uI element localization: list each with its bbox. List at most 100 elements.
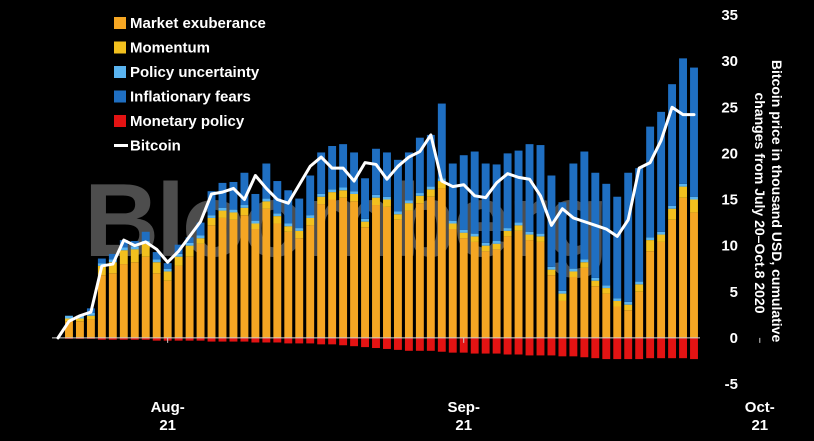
bar-segment-market-exuberance	[690, 212, 698, 338]
bar-segment-monetary-policy	[229, 337, 238, 342]
bitcoin-point	[177, 250, 180, 252]
bar-segment-monetary-policy	[130, 337, 139, 340]
bitcoin-point	[649, 161, 651, 164]
bar-segment-inflationary-fears	[448, 163, 457, 221]
bar-segment-market-exuberance	[328, 199, 337, 338]
bitcoin-point	[484, 196, 487, 199]
bar-segment-momentum	[372, 197, 380, 206]
bar-segment-inflationary-fears	[404, 152, 413, 201]
bar-segment-momentum	[679, 186, 687, 198]
y-tick-label: 20	[721, 145, 738, 162]
bar-segment-policy-uncertainty	[393, 211, 402, 215]
bar-segment-momentum	[317, 196, 326, 205]
bar-segment-inflationary-fears	[558, 202, 567, 291]
bar-segment-policy-uncertainty	[657, 231, 666, 235]
bar-segment-monetary-policy	[415, 337, 424, 351]
bitcoin-point	[627, 218, 630, 221]
bar-segment-monetary-policy	[185, 337, 194, 341]
x-tick-label-year: 21	[159, 417, 176, 434]
bar-segment-monetary-policy	[481, 337, 490, 354]
bar-segment-momentum	[174, 256, 183, 266]
bar-segment-inflationary-fears	[240, 172, 249, 206]
legend-swatch-policy-uncertainty	[114, 66, 126, 78]
bar-segment-momentum	[415, 195, 424, 204]
bar-segment-inflationary-fears	[284, 190, 293, 224]
bar-segment-inflationary-fears	[196, 222, 205, 236]
bar-segment-market-exuberance	[426, 196, 435, 338]
bitcoin-point	[243, 198, 246, 201]
bitcoin-point	[495, 182, 498, 184]
bitcoin-point	[57, 337, 59, 339]
bitcoin-point	[331, 167, 333, 169]
bar-segment-momentum	[448, 223, 457, 230]
bar-segment-market-exuberance	[361, 227, 369, 338]
bar-segment-inflationary-fears	[130, 241, 139, 247]
bar-segment-momentum	[350, 193, 359, 202]
y-tick-label: 35	[721, 7, 738, 24]
bar-segment-inflationary-fears	[602, 183, 611, 286]
bar-segment-momentum	[163, 271, 172, 281]
bar-segment-market-exuberance	[569, 276, 578, 338]
bar-segment-monetary-policy	[339, 337, 348, 346]
bar-segment-market-exuberance	[185, 256, 194, 338]
bar-segment-market-exuberance	[97, 275, 106, 338]
bar-segment-momentum	[152, 262, 161, 274]
bar-segment-policy-uncertainty	[152, 259, 161, 263]
x-tick-label-year: 21	[751, 417, 768, 434]
bar-segment-market-exuberance	[646, 251, 655, 338]
bar-segment-monetary-policy	[624, 337, 633, 360]
bar-segment-inflationary-fears	[437, 103, 446, 179]
bar-segment-inflationary-fears	[229, 181, 238, 210]
bar-segment-policy-uncertainty	[163, 268, 172, 272]
bar-segment-policy-uncertainty	[185, 242, 194, 246]
bar-segment-policy-uncertainty	[251, 220, 260, 224]
bar-segment-policy-uncertainty	[558, 290, 567, 294]
bar-segment-monetary-policy	[361, 337, 369, 348]
bar-segment-inflationary-fears	[141, 231, 150, 242]
bar-segment-policy-uncertainty	[635, 281, 644, 285]
bar-segment-momentum	[547, 269, 556, 276]
bar-segment-momentum	[404, 203, 413, 211]
bar-segment-inflationary-fears	[426, 134, 435, 187]
bar-segment-market-exuberance	[152, 273, 161, 338]
legend-label: Monetary policy	[130, 113, 245, 130]
bar-segment-market-exuberance	[481, 251, 490, 338]
bitcoin-point	[451, 185, 454, 188]
bar-segment-inflationary-fears	[415, 137, 424, 194]
bar-segment-policy-uncertainty	[426, 186, 435, 190]
bar-segment-policy-uncertainty	[503, 228, 512, 231]
bitcoin-point	[353, 180, 355, 182]
bar-segment-momentum	[218, 210, 227, 218]
bitcoin-point	[320, 156, 322, 158]
bar-segment-inflationary-fears	[580, 151, 589, 260]
bar-segment-inflationary-fears	[273, 181, 282, 214]
legend-swatch-momentum	[114, 41, 126, 54]
bitcoin-point	[539, 195, 542, 197]
bar-segment-policy-uncertainty	[613, 298, 622, 301]
bar-segment-policy-uncertainty	[547, 266, 556, 270]
bar-segment-momentum	[240, 207, 249, 216]
bar-segment-monetary-policy	[306, 337, 315, 344]
bar-segment-policy-uncertainty	[174, 253, 183, 257]
bar-segment-policy-uncertainty	[207, 215, 216, 218]
bar-segment-momentum	[470, 236, 479, 242]
bar-segment-market-exuberance	[65, 321, 73, 338]
bar-segment-policy-uncertainty	[591, 277, 600, 281]
bar-segment-monetary-policy	[558, 337, 567, 357]
legend-label: Inflationary fears	[130, 89, 251, 106]
bitcoin-point	[166, 261, 169, 264]
bitcoin-point	[638, 167, 640, 169]
bar-segment-market-exuberance	[470, 241, 479, 338]
bar-segment-monetary-policy	[240, 337, 249, 342]
bar-segment-inflationary-fears	[690, 67, 698, 197]
bar-segment-policy-uncertainty	[646, 237, 655, 241]
bar-segment-monetary-policy	[426, 337, 435, 351]
bar-segment-inflationary-fears	[514, 150, 523, 223]
bar-segment-market-exuberance	[624, 310, 633, 338]
bar-segment-momentum	[569, 271, 578, 277]
y-tick-label: 5	[730, 284, 738, 301]
legend: Market exuberance Momentum Policy uncertai…	[114, 15, 266, 155]
bar-segment-monetary-policy	[350, 337, 359, 347]
bar-segment-monetary-policy	[613, 337, 622, 360]
bar-segment-momentum	[185, 245, 194, 257]
